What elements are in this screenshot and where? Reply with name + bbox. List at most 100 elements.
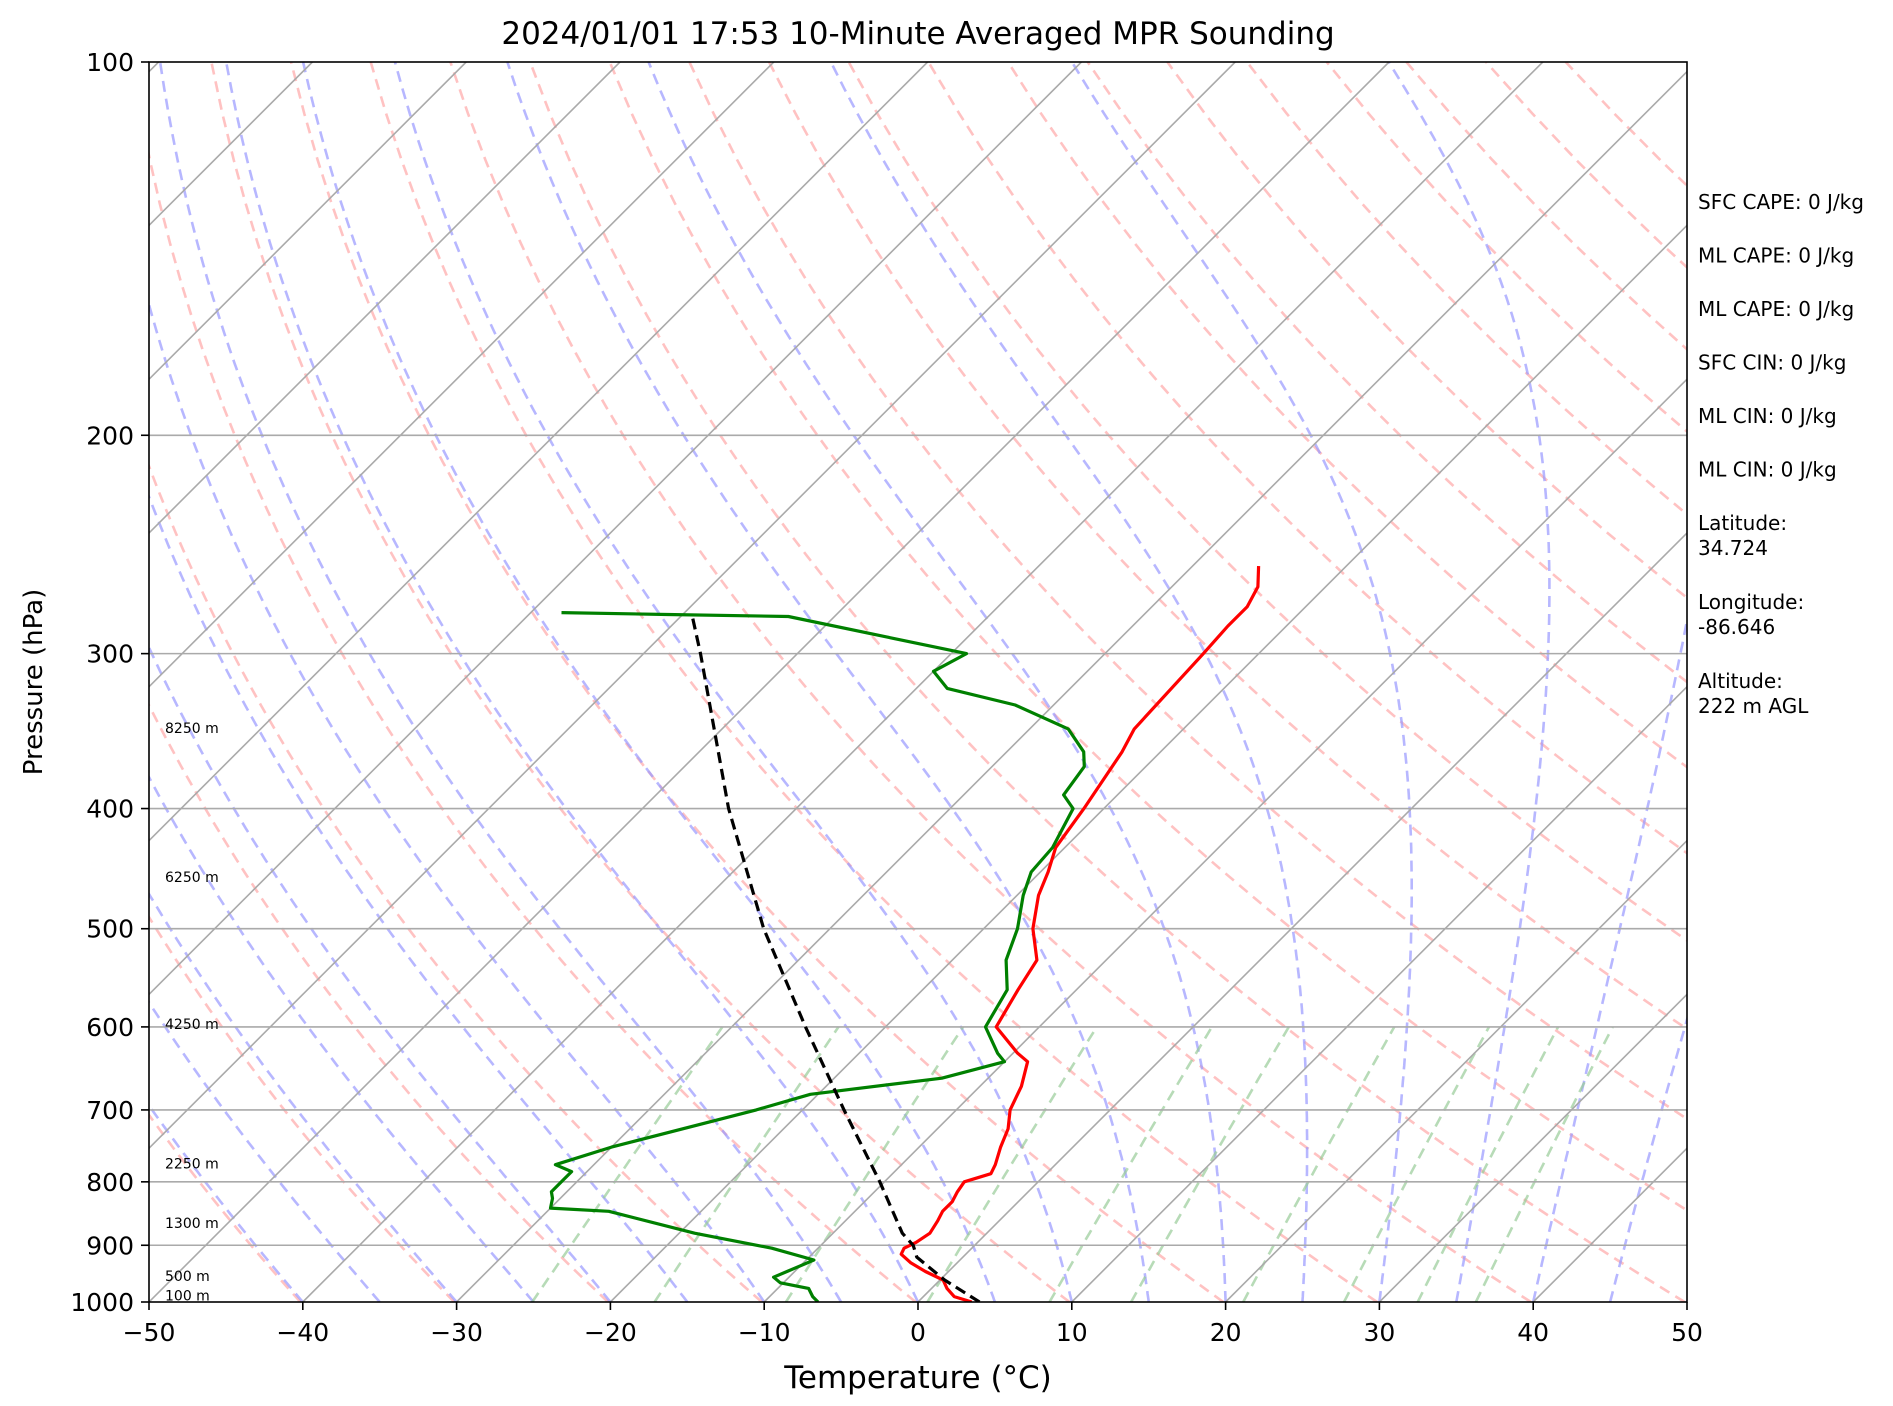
isotherm-line	[149, 62, 467, 381]
moist-adiabat-line	[1608, 1014, 1687, 1302]
dry-adiabat-line	[149, 914, 456, 1302]
annotation-value: 34.724	[1698, 536, 1768, 560]
isotherm-line	[1071, 685, 1687, 1302]
moist-adiabat-line	[158, 62, 843, 1302]
x-tick-label: −40	[276, 1318, 329, 1347]
dry-adiabat-line	[688, 62, 1687, 1121]
x-tick-label: −30	[430, 1318, 483, 1347]
data-series	[548, 566, 1261, 1302]
dry-adiabat-line	[149, 149, 917, 1302]
x-tick-label: 30	[1363, 1318, 1395, 1347]
y-axis-label: Pressure (hPa)	[19, 589, 49, 776]
isotherm-line	[917, 531, 1687, 1302]
moist-adiabat-line	[1531, 613, 1687, 1302]
x-tick-label: 10	[1056, 1318, 1088, 1347]
x-tick-label: 0	[910, 1318, 926, 1347]
height-label: 100 m	[165, 1289, 210, 1305]
mixing-ratio-line	[1129, 1026, 1290, 1302]
moist-adiabat-line	[1387, 62, 1551, 1302]
isotherm-line	[149, 62, 1082, 996]
height-label: 6250 m	[165, 870, 219, 886]
moist-adiabat-line	[393, 62, 1074, 1302]
dry-adiabat-line	[149, 462, 763, 1302]
x-tick-label: 40	[1517, 1318, 1549, 1347]
height-label: 1300 m	[165, 1216, 219, 1232]
mixing-ratio-line	[1048, 1026, 1214, 1302]
y-tick-label: 200	[86, 421, 134, 450]
height-label: 500 m	[165, 1269, 210, 1285]
dry-adiabat-line	[767, 62, 1687, 1031]
annotation-label: ML CIN: 0 J/kg	[1698, 458, 1837, 482]
moist-adiabat-line	[149, 1103, 304, 1302]
annotation-label: SFC CIN: 0 J/kg	[1698, 351, 1846, 375]
height-labels: 8250 m 6250 m 4250 m 2250 m 1300 m 500 m 100 m	[165, 721, 219, 1305]
annotation-label: Latitude:	[1698, 511, 1787, 535]
y-tick-label: 100	[86, 48, 134, 77]
dry-adiabat-line	[528, 62, 1686, 1302]
annotations-panel: SFC CAPE: 0 J/kg ML CAPE: 0 J/kg ML CAPE: …	[1698, 190, 1864, 718]
x-tick-label: 50	[1671, 1318, 1703, 1347]
moist-adiabat-line	[647, 62, 1227, 1302]
annotation-value: 222 m AGL	[1698, 694, 1809, 718]
dry-adiabat-line	[927, 62, 1687, 855]
isotherm-line	[149, 62, 775, 688]
moist-adiabat-line	[149, 1000, 381, 1302]
isotherm-line	[1225, 839, 1687, 1302]
isotherm-line	[149, 62, 621, 535]
isotherm-line	[763, 378, 1687, 1302]
annotation-value: -86.646	[1698, 615, 1775, 639]
temperature-line	[899, 566, 1261, 1302]
moist-adiabat-line	[149, 644, 612, 1302]
x-tick-label: −20	[584, 1318, 637, 1347]
dry-adiabat-line	[369, 62, 1378, 1302]
annotation-label: Longitude:	[1698, 590, 1804, 614]
y-tick-label: 900	[86, 1231, 134, 1260]
annotation-label: ML CIN: 0 J/kg	[1698, 404, 1837, 428]
x-axis: −50 −40 −30 −20 −10 0 10 20 30 40 50	[123, 1302, 1703, 1347]
dry-adiabat-line	[1166, 62, 1687, 600]
x-tick-label: −50	[123, 1318, 176, 1347]
moist-adiabat-line	[301, 62, 997, 1302]
dewpoint-line	[548, 611, 1086, 1302]
dry-adiabat-line	[449, 62, 1532, 1302]
moist-adiabat-line	[224, 62, 920, 1302]
x-tick-label: 20	[1210, 1318, 1242, 1347]
annotation-label: ML CAPE: 0 J/kg	[1698, 297, 1854, 321]
annotation-label: Altitude:	[1698, 669, 1783, 693]
y-axis: 100 200 300 400 500 600 700 800 900 1000	[70, 48, 149, 1317]
y-tick-label: 600	[86, 1013, 134, 1042]
isotherm-line	[1378, 993, 1687, 1302]
y-tick-label: 700	[86, 1096, 134, 1125]
y-tick-label: 1000	[70, 1288, 134, 1317]
mixing-ratio-line	[926, 1026, 1098, 1302]
mixing-ratio-line	[784, 1026, 965, 1302]
height-label: 2250 m	[165, 1157, 219, 1173]
moist-adiabat-line	[829, 62, 1309, 1302]
y-tick-label: 400	[86, 795, 134, 824]
isotherm-line	[609, 224, 1687, 1302]
height-label: 4250 m	[165, 1017, 219, 1033]
height-label: 8250 m	[165, 721, 219, 737]
annotation-label: SFC CAPE: 0 J/kg	[1698, 190, 1864, 214]
dry-adiabat-line	[149, 702, 609, 1302]
moist-adiabat-line	[149, 891, 458, 1302]
moist-adiabat-line	[149, 774, 535, 1302]
isotherm-line	[149, 62, 929, 842]
isotherm-line	[0, 62, 5, 1302]
y-tick-label: 800	[86, 1168, 134, 1197]
isotherm-line	[302, 62, 1544, 1302]
y-tick-label: 500	[86, 915, 134, 944]
chart-title: 2024/01/01 17:53 10-Minute Averaged MPR …	[501, 16, 1334, 52]
dry-adiabat-line	[847, 62, 1687, 943]
x-tick-label: −10	[738, 1318, 791, 1347]
parcel-line	[690, 614, 981, 1302]
dry-adiabat-line	[1086, 62, 1687, 684]
moist-adiabat-line	[149, 299, 766, 1302]
dry-adiabat-line	[149, 1112, 302, 1302]
isotherm-line	[456, 70, 1687, 1302]
x-axis-label: Temperature (°C)	[783, 1360, 1052, 1396]
isotherm-line	[149, 62, 1390, 1302]
background-lines	[0, 62, 1687, 1302]
dry-adiabat-line	[210, 62, 1071, 1302]
